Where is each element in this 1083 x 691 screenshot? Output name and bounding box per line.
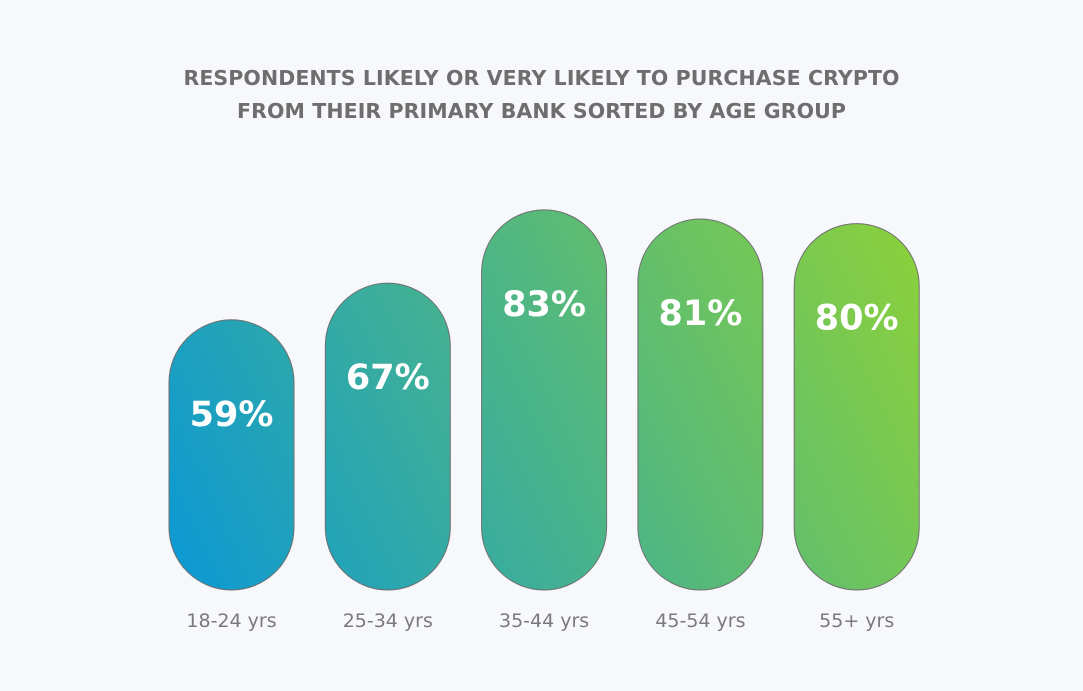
x-tick-label: 35-44 yrs: [499, 610, 589, 632]
x-tick-label: 18-24 yrs: [186, 610, 276, 632]
data-label: 81%: [659, 294, 743, 334]
chart-title-line-1: RESPONDENTS LIKELY OR VERY LIKELY TO PUR…: [183, 66, 900, 90]
bar-18-24 yrs: [168, 319, 295, 591]
x-tick-label: 25-34 yrs: [343, 610, 433, 632]
bar-25-34 yrs: [324, 282, 451, 591]
chart-title: RESPONDENTS LIKELY OR VERY LIKELY TO PUR…: [0, 62, 1083, 128]
bar-45-54 yrs: [637, 218, 764, 591]
bar-35-44 yrs: [481, 209, 608, 591]
data-label: 83%: [502, 285, 586, 325]
x-tick-label: 45-54 yrs: [655, 610, 745, 632]
chart-title-line-2: FROM THEIR PRIMARY BANK SORTED BY AGE GR…: [237, 99, 846, 123]
data-label: 80%: [815, 299, 899, 339]
bar-55+ yrs: [793, 223, 920, 591]
x-tick-label: 55+ yrs: [819, 610, 894, 632]
data-label: 67%: [346, 358, 430, 398]
data-label: 59%: [190, 395, 274, 435]
